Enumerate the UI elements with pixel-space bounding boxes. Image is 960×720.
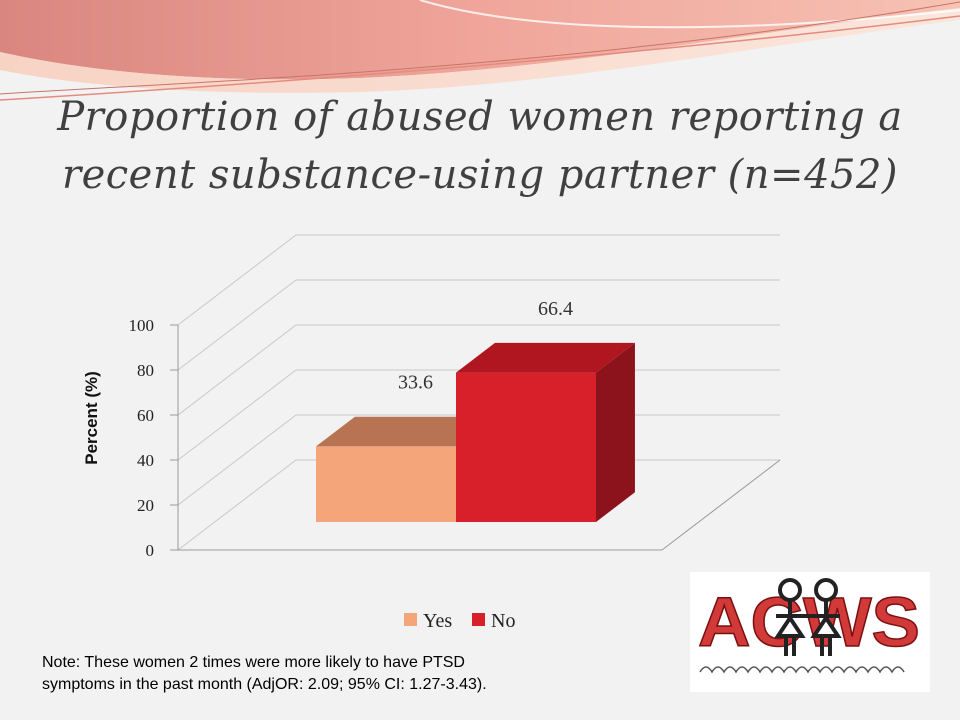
data-label-no: 66.4 bbox=[538, 298, 573, 320]
note-line-2: symptoms in the past month (AdjOR: 2.09;… bbox=[42, 676, 487, 693]
two-figures-holding-hands-icon bbox=[774, 578, 842, 656]
legend-label-no: No bbox=[491, 610, 515, 632]
y-axis-label: Percent (%) bbox=[82, 371, 101, 465]
bar-top-no bbox=[456, 342, 635, 373]
header-wave-decoration bbox=[0, 0, 960, 101]
logo-text: ACWS bbox=[698, 583, 920, 661]
data-label-yes: 33.6 bbox=[398, 372, 433, 394]
chart-gridline bbox=[177, 279, 780, 371]
chart-floor-right-edge bbox=[661, 459, 781, 551]
y-tick-label: 20 bbox=[137, 496, 154, 515]
bar-top-yes bbox=[316, 416, 495, 447]
chart-gridline bbox=[177, 234, 780, 326]
note-line-1: Note: These women 2 times were more like… bbox=[42, 654, 465, 671]
bar-side-no bbox=[596, 342, 635, 522]
y-tick-label: 40 bbox=[137, 451, 154, 470]
legend-swatch-no bbox=[472, 613, 485, 626]
acws-logo: ACWS bbox=[690, 572, 930, 692]
chart-labels: 0 20 40 60 80 100 33.6 66.4 Percent (%) bbox=[82, 298, 573, 560]
chart-gridline bbox=[177, 324, 780, 416]
logo-wave-line bbox=[699, 666, 905, 674]
bar-yes bbox=[316, 446, 456, 522]
legend-label-yes: Yes bbox=[423, 610, 452, 632]
note-text: Note: These women 2 times were more like… bbox=[42, 652, 682, 696]
y-tick-label: 80 bbox=[137, 361, 154, 380]
slide-title: Proportion of abused women reporting a r… bbox=[57, 94, 903, 198]
chart-legend: Yes No bbox=[404, 610, 515, 632]
y-tick-label: 0 bbox=[146, 541, 155, 560]
y-tick-label: 100 bbox=[129, 316, 155, 335]
chart-bars bbox=[316, 342, 635, 522]
legend-swatch-yes bbox=[404, 613, 417, 626]
y-tick-label: 60 bbox=[137, 406, 154, 425]
bar-no bbox=[456, 372, 596, 522]
